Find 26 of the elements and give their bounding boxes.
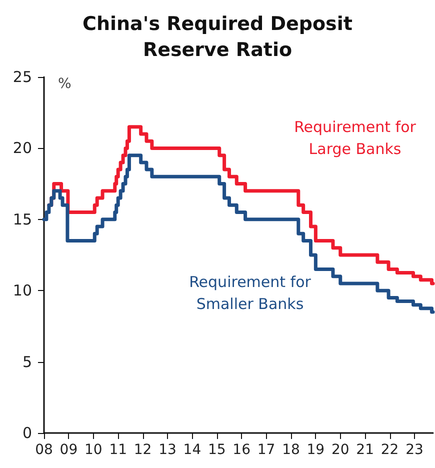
y-axis-title: % [58, 76, 72, 92]
y-tick-label: 25 [12, 68, 32, 86]
x-tick-label: 12 [134, 442, 152, 458]
x-tick-label: 18 [282, 442, 300, 458]
x-tick-label: 20 [331, 442, 350, 458]
x-tick-label: 19 [306, 442, 325, 458]
series-label: Requirement for Smaller Banks [189, 273, 312, 313]
y-tick-label: 20 [12, 139, 32, 158]
x-tick-label: 17 [257, 442, 276, 458]
x-tick-label: 11 [109, 442, 128, 458]
x-tick-label: 14 [183, 442, 202, 458]
x-tick-label: 13 [158, 442, 176, 458]
x-tick-label: 09 [60, 442, 78, 458]
x-tick-label: 08 [35, 442, 53, 458]
x-tick-label: 23 [406, 442, 424, 458]
x-tick-label: 21 [356, 442, 374, 458]
y-tick-label: 5 [22, 352, 32, 371]
x-tick-label: 16 [232, 442, 251, 458]
x-tick-label: 22 [380, 442, 399, 458]
y-tick-label: 10 [12, 282, 32, 300]
chart-title: China's Required Deposit Reserve Ratio [82, 13, 352, 61]
x-tick-label: 10 [84, 442, 102, 458]
y-tick-label: 0 [22, 424, 32, 442]
y-tick-label: 15 [12, 210, 32, 228]
x-tick-label: 15 [208, 442, 226, 458]
text: Requirement for Large Banks [294, 118, 417, 158]
